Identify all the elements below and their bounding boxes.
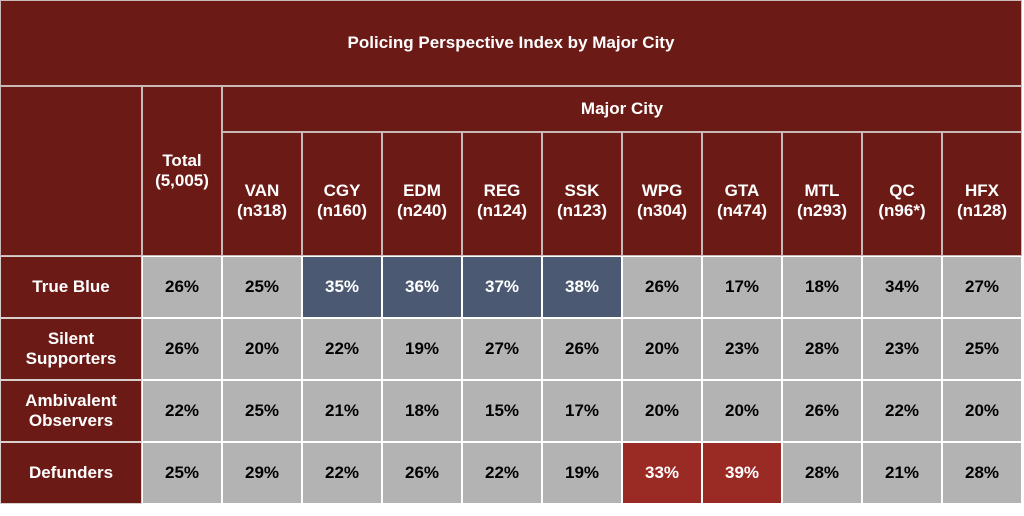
table-cell: 15% — [462, 380, 542, 442]
city-header-van: VAN (n318) — [222, 132, 302, 256]
table-cell: 25% — [142, 442, 222, 504]
row-label: True Blue — [0, 256, 142, 318]
table-cell: 28% — [782, 442, 862, 504]
table-cell: 27% — [462, 318, 542, 380]
table-cell: 26% — [542, 318, 622, 380]
table-cell: 35% — [302, 256, 382, 318]
table-cell: 26% — [142, 318, 222, 380]
corner-cell — [0, 86, 142, 256]
table-cell: 22% — [142, 380, 222, 442]
city-header-ssk: SSK (n123) — [542, 132, 622, 256]
table-cell: 25% — [222, 380, 302, 442]
table-cell: 18% — [382, 380, 462, 442]
table-cell: 23% — [862, 318, 942, 380]
city-header-cgy: CGY (n160) — [302, 132, 382, 256]
table-cell: 25% — [942, 318, 1022, 380]
table-cell: 21% — [862, 442, 942, 504]
table-cell: 29% — [222, 442, 302, 504]
table-cell: 20% — [622, 380, 702, 442]
table-title: Policing Perspective Index by Major City — [0, 0, 1022, 86]
table-cell: 22% — [862, 380, 942, 442]
table-cell: 26% — [782, 380, 862, 442]
table-cell: 20% — [622, 318, 702, 380]
city-header-hfx: HFX (n128) — [942, 132, 1022, 256]
table-cell: 26% — [142, 256, 222, 318]
city-header-qc: QC (n96*) — [862, 132, 942, 256]
table-cell: 37% — [462, 256, 542, 318]
major-city-header: Major City — [222, 86, 1022, 132]
row-label: Silent Supporters — [0, 318, 142, 380]
table-cell: 22% — [302, 318, 382, 380]
city-header-wpg: WPG (n304) — [622, 132, 702, 256]
table-cell: 19% — [382, 318, 462, 380]
table-cell: 33% — [622, 442, 702, 504]
table-cell: 20% — [702, 380, 782, 442]
table-cell: 26% — [622, 256, 702, 318]
table-cell: 28% — [942, 442, 1022, 504]
table-cell: 19% — [542, 442, 622, 504]
table-cell: 25% — [222, 256, 302, 318]
city-header-gta: GTA (n474) — [702, 132, 782, 256]
table-cell: 23% — [702, 318, 782, 380]
table-cell: 17% — [702, 256, 782, 318]
city-header-reg: REG (n124) — [462, 132, 542, 256]
table-cell: 20% — [942, 380, 1022, 442]
table-cell: 34% — [862, 256, 942, 318]
city-header-mtl: MTL (n293) — [782, 132, 862, 256]
city-header-edm: EDM (n240) — [382, 132, 462, 256]
table-cell: 17% — [542, 380, 622, 442]
table-cell: 36% — [382, 256, 462, 318]
total-header: Total (5,005) — [142, 86, 222, 256]
table-cell: 20% — [222, 318, 302, 380]
table-cell: 22% — [302, 442, 382, 504]
table-cell: 18% — [782, 256, 862, 318]
table-cell: 21% — [302, 380, 382, 442]
table-cell: 39% — [702, 442, 782, 504]
table-cell: 28% — [782, 318, 862, 380]
table-cell: 26% — [382, 442, 462, 504]
row-label: Defunders — [0, 442, 142, 504]
row-label: Ambivalent Observers — [0, 380, 142, 442]
table-cell: 27% — [942, 256, 1022, 318]
table-cell: 38% — [542, 256, 622, 318]
table-cell: 22% — [462, 442, 542, 504]
